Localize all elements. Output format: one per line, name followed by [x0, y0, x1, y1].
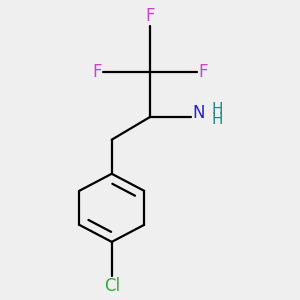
Text: F: F [92, 63, 101, 81]
Text: H: H [212, 101, 223, 116]
Text: F: F [145, 7, 155, 25]
Text: H: H [212, 112, 223, 127]
Text: N: N [193, 104, 205, 122]
Text: Cl: Cl [104, 278, 120, 296]
Text: F: F [199, 63, 208, 81]
